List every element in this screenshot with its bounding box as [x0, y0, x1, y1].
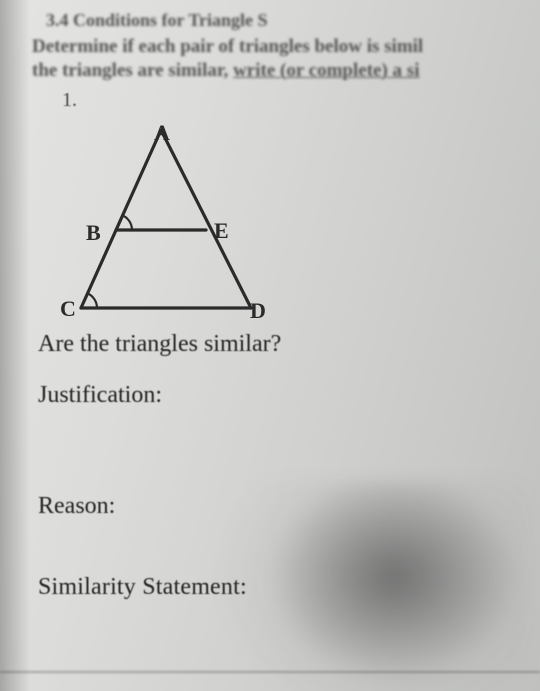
page-bottom-rule	[0, 671, 540, 673]
svg-text:E: E	[214, 218, 229, 243]
problem-number: 1.	[62, 89, 540, 112]
label-justification: Justification:	[38, 382, 540, 409]
svg-text:B: B	[86, 220, 101, 245]
label-reason: Reason:	[38, 493, 540, 520]
instructions-line-2b: write (or complete) a si	[233, 60, 419, 81]
triangle-figure: A B E C D	[56, 118, 540, 323]
question-similar: Are the triangles similar?	[38, 331, 540, 358]
triangle-svg: A B E C D	[56, 118, 281, 318]
svg-text:A: A	[154, 120, 170, 145]
instructions-line-1: Determine if each pair of triangles belo…	[32, 36, 423, 57]
label-similarity-statement: Similarity Statement:	[38, 574, 540, 601]
svg-text:D: D	[250, 298, 266, 318]
instructions-line-2a: the triangles are similar,	[32, 60, 233, 81]
instructions: Determine if each pair of triangles belo…	[32, 35, 540, 83]
section-title: 3.4 Conditions for Triangle S	[46, 10, 540, 31]
svg-text:C: C	[60, 296, 76, 318]
worksheet-page: 3.4 Conditions for Triangle S Determine …	[0, 0, 540, 601]
